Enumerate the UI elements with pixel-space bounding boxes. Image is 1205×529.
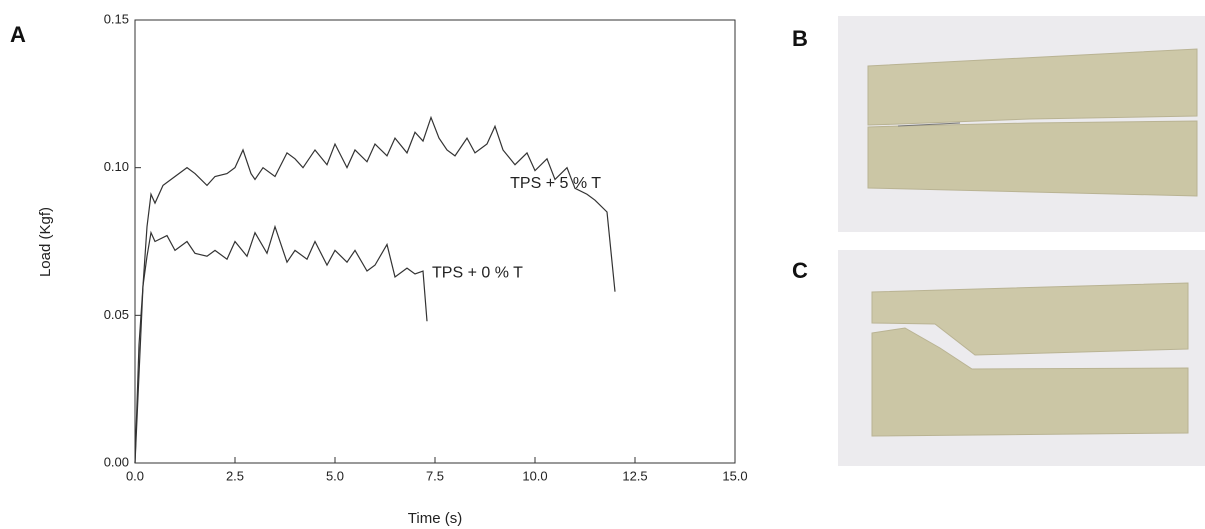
y-tick-label: 0.10: [104, 159, 129, 174]
x-tick-label: 12.5: [622, 468, 647, 483]
y-tick-label: 0.00: [104, 454, 129, 469]
series-label: TPS + 0 % T: [432, 264, 523, 281]
x-axis-label: Time (s): [408, 510, 462, 527]
series-label: TPS + 5 % T: [510, 175, 601, 192]
panel-label: B: [792, 26, 808, 51]
panel-label: A: [10, 22, 26, 47]
x-tick-label: 15.0: [722, 468, 747, 483]
panel-label: C: [792, 258, 808, 283]
x-tick-label: 5.0: [326, 468, 344, 483]
x-tick-label: 2.5: [226, 468, 244, 483]
photo-c: [838, 250, 1205, 466]
photo-b: [838, 16, 1205, 232]
y-tick-label: 0.15: [104, 11, 129, 26]
data-line: [134, 115, 616, 464]
x-tick-label: 10.0: [522, 468, 547, 483]
data-line: [134, 224, 428, 464]
plot-frame: [134, 19, 736, 464]
y-tick-label: 0.05: [104, 307, 129, 322]
y-axis-label: Load (Kgf): [37, 207, 54, 277]
x-tick-label: 7.5: [426, 468, 444, 483]
x-tick-label: 0.0: [126, 468, 144, 483]
